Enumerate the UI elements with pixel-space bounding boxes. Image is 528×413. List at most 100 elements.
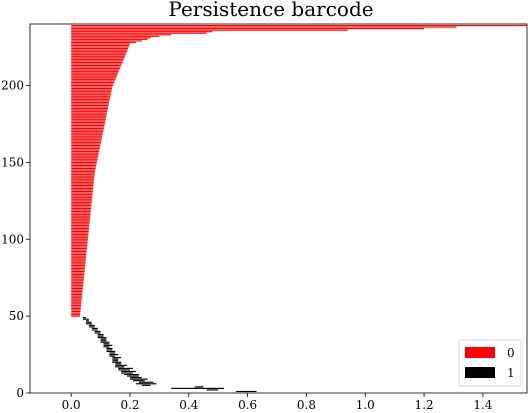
bar-dim0 [71,310,81,313]
bar-dim0 [71,29,348,31]
bar-dim0 [71,174,95,176]
bar-dim1 [106,349,113,351]
bar-dim0 [71,64,122,67]
bar-dim0 [71,69,120,71]
bar-dim0 [71,154,99,156]
bar-dim0 [71,194,93,196]
x-tick-label: 0.8 [297,398,316,412]
bar-dim0 [71,224,90,226]
bar-dim1 [112,358,119,360]
bar-dim0 [71,301,82,303]
bar-dim0 [71,118,106,120]
bar-dim0 [71,164,97,167]
bar-dim1 [109,355,116,357]
bar-dim0 [71,295,83,297]
chart-title: Persistence barcode [168,0,373,21]
bar-dim0 [71,289,83,291]
bar-dim0 [71,51,127,53]
bar-dim0 [71,217,91,219]
bar-dim0 [71,272,85,274]
legend-swatch-1 [465,367,495,378]
bar-dim0 [71,55,125,57]
bar-dim0 [71,44,130,47]
bar-dim1 [97,337,107,339]
bar-dim0 [71,171,95,173]
bar-dim1 [112,357,122,359]
bar-dim0 [71,74,118,76]
bar-dim0 [71,238,88,240]
bar-dim1 [118,367,133,369]
bar-dim0 [71,24,528,27]
bar-dim0 [71,284,84,286]
bar-dim0 [71,84,113,87]
bar-dim0 [71,229,89,231]
bar-dim0 [71,209,91,211]
bar-dim1 [121,370,136,373]
bar-dim0 [71,178,95,180]
bar-dim0 [71,83,114,85]
bar-dim0 [71,72,118,74]
bar-dim1 [171,387,225,389]
bar-dim0 [71,37,151,39]
bar-dim0 [71,60,124,62]
bar-dim0 [71,300,82,302]
bar-dim0 [71,187,94,190]
bar-dim1 [115,366,125,368]
bar-dim0 [71,134,103,136]
bar-dim0 [71,195,93,197]
bar-dim0 [71,160,98,162]
bar-dim0 [71,146,101,148]
bar-dim1 [103,343,110,345]
bar-dim1 [82,318,89,320]
bar-dim0 [71,280,84,282]
bar-dim1 [121,372,133,374]
bar-dim0 [71,287,83,290]
bar-dim0 [71,246,88,248]
bar-dim0 [71,186,94,188]
y-tick-label: 150 [1,155,24,169]
bar-dim0 [71,131,104,133]
bar-dim0 [71,298,82,300]
bar-dim0 [71,112,107,114]
bar-dim1 [109,352,116,354]
bar-dim0 [71,31,213,33]
bar-dim1 [115,364,128,366]
bar-dim1 [118,369,130,371]
legend: 0 1 [458,339,522,387]
bar-dim0 [71,218,90,220]
x-tick-label: 0.4 [179,398,198,412]
bar-dim0 [71,152,99,154]
bar-dim0 [71,149,100,151]
y-tick-label: 200 [1,79,24,93]
bar-dim0 [71,200,92,202]
bar-dim0 [71,206,92,208]
bar-dim0 [71,49,128,51]
bar-dim1 [85,323,92,325]
bar-dim0 [71,235,89,237]
bar-dim1 [106,350,116,353]
bar-dim1 [138,381,154,383]
bar-dim0 [71,48,129,50]
bar-dim0 [71,254,87,256]
bar-dim0 [71,124,105,127]
bar-dim1 [141,384,151,386]
bar-dim1 [97,334,104,336]
bar-dim0 [71,275,85,277]
bar-dim0 [71,40,142,42]
bar-dim1 [135,383,157,385]
bar-dim0 [71,88,113,90]
bar-dim0 [71,109,108,111]
bar-dim0 [71,46,129,48]
bar-dim0 [71,243,88,245]
bar-dim0 [71,263,86,265]
bar-dim0 [71,237,89,239]
x-tick-label: 0.0 [62,398,81,412]
bar-dim0 [71,197,93,199]
bar-dim0 [71,26,457,28]
bar-dim0 [71,192,93,194]
bar-dim0 [71,163,97,165]
bar-dim0 [71,66,121,68]
bar-dim0 [71,175,95,177]
bar-dim0 [71,121,106,123]
x-tick-label: 1.2 [415,398,434,412]
